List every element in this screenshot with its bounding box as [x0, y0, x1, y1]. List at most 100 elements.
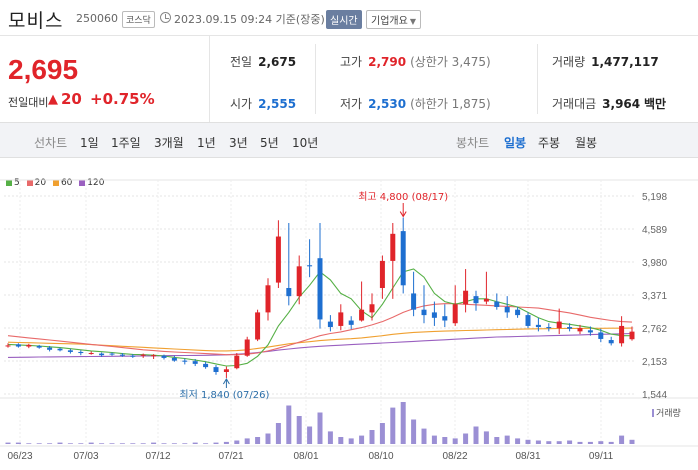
stat-amount: 거래대금 3,964 백만 [552, 95, 666, 112]
candle-body [317, 258, 323, 320]
legend-item-ma120: 120 [79, 178, 104, 188]
volume-bar [130, 443, 136, 444]
volume-bar [88, 442, 94, 444]
candle-body [483, 298, 489, 302]
stat-prev-close: 전일 2,675 [230, 53, 296, 70]
candle-body [379, 260, 385, 289]
candle-body [504, 306, 510, 313]
stock-name: 모비스 [8, 10, 64, 32]
candle-body [473, 296, 479, 304]
period-3y[interactable]: 3년 [229, 136, 248, 150]
legend-item-ma5: 5 [6, 178, 20, 188]
period-3m[interactable]: 3개월 [154, 136, 184, 150]
volume-bar [275, 423, 281, 444]
volume-bar [587, 441, 593, 444]
candlestick-chart[interactable]: 5,198 4,589 3,980 3,371 2,762 2,153 1,544 06/23… [0, 158, 698, 470]
lower-limit: (하한가 1,875) [410, 97, 491, 111]
x-tick-label: 07/03 [73, 451, 98, 462]
volume-bar [286, 405, 292, 444]
volume-bar [338, 437, 344, 444]
volume-bar [161, 443, 167, 444]
period-1d[interactable]: 1일 [80, 136, 99, 150]
candle-monthly[interactable]: 월봉 [575, 136, 598, 150]
volume-bar [171, 443, 177, 444]
candle-body [161, 355, 167, 358]
volume-bar [182, 443, 188, 444]
volume-bar [317, 412, 323, 444]
candle-body [15, 344, 21, 347]
change-value: 20 [61, 90, 82, 108]
period-1w[interactable]: 1주일 [111, 136, 141, 150]
candle-body [431, 312, 437, 318]
divider [315, 44, 316, 114]
chevron-down-icon: ▼ [409, 17, 416, 26]
low-annotation: 최저 1,840 (07/26) [179, 389, 269, 401]
volume-bar [327, 431, 333, 444]
candle-body [286, 288, 292, 297]
volume-legend-marker [652, 409, 654, 417]
period-1y[interactable]: 1년 [197, 136, 216, 150]
volume-bar [78, 443, 84, 444]
upper-limit: (상한가 3,475) [410, 55, 491, 69]
volume-bar [26, 443, 32, 444]
volume-bar [265, 433, 271, 444]
candle-body [608, 340, 614, 344]
volume-bar [431, 435, 437, 444]
candle-body [327, 321, 333, 328]
ma20-line [7, 303, 633, 356]
y-tick-label: 2,153 [642, 357, 667, 368]
candle-body [359, 309, 365, 321]
high-arrow-head [399, 211, 407, 218]
up-arrow-icon: ▲ [48, 92, 58, 107]
change-label: 전일대비 [8, 96, 49, 109]
volume-bar [598, 441, 604, 444]
candle-body [192, 361, 198, 364]
candle-body [67, 350, 73, 352]
candle-weekly[interactable]: 주봉 [538, 136, 561, 150]
y-tick-label: 4,589 [642, 225, 667, 236]
candle-body [619, 325, 625, 344]
period-10y[interactable]: 10년 [292, 136, 319, 150]
volume-bar [463, 433, 469, 444]
candle-body [26, 344, 32, 347]
candle-body [140, 354, 146, 356]
candle-daily[interactable]: 일봉 [504, 136, 527, 150]
candle-body [421, 309, 427, 316]
candle-body [587, 330, 593, 333]
candle-body [57, 348, 63, 351]
volume-bar [67, 443, 73, 444]
company-info-dropdown[interactable]: 기업개요 ▼ [366, 10, 421, 29]
volume-bar [5, 442, 11, 444]
company-info-label: 기업개요 [371, 16, 408, 27]
x-tick-label: 06/23 [7, 451, 32, 462]
volume-bar [556, 441, 562, 444]
price-panel: 2,695 전일대비 ▲ 20 +0.75% [0, 36, 210, 122]
volume-bar [369, 430, 375, 444]
period-bar: 선차트 1일 1주일 3개월 1년 3년 5년 10년 봉차트 일봉 주봉 월봉 [0, 122, 698, 158]
stat-volume: 거래량 1,477,117 [552, 53, 659, 70]
candle-body [99, 353, 105, 356]
volume-bar [140, 443, 146, 444]
stock-header: 모비스 250060 코스닥 2023.09.15 09:24 기준(장중) 실… [0, 0, 698, 36]
period-5y[interactable]: 5년 [260, 136, 279, 150]
candle-body [598, 332, 604, 339]
y-tick-label: 1,544 [642, 390, 667, 401]
stat-value: 2,530 [368, 97, 407, 111]
candle-body [78, 351, 84, 354]
candle-body [88, 353, 94, 355]
candle-body [182, 360, 188, 362]
stat-label: 저가 [340, 97, 363, 111]
volume-bar [473, 426, 479, 444]
volume-bar [348, 438, 354, 444]
stat-high: 고가 2,790 (상한가 3,475) [340, 53, 491, 70]
candle-body [369, 304, 375, 313]
change-percent: +0.75% [90, 90, 155, 108]
candle-body [275, 236, 281, 283]
candle-body [515, 309, 521, 316]
volume-bar [577, 441, 583, 444]
realtime-badge[interactable]: 실시간 [326, 10, 362, 29]
volume-bar [400, 402, 406, 444]
volume-bar [452, 438, 458, 444]
x-tick-label: 07/12 [145, 451, 170, 462]
candle-body [452, 304, 458, 324]
